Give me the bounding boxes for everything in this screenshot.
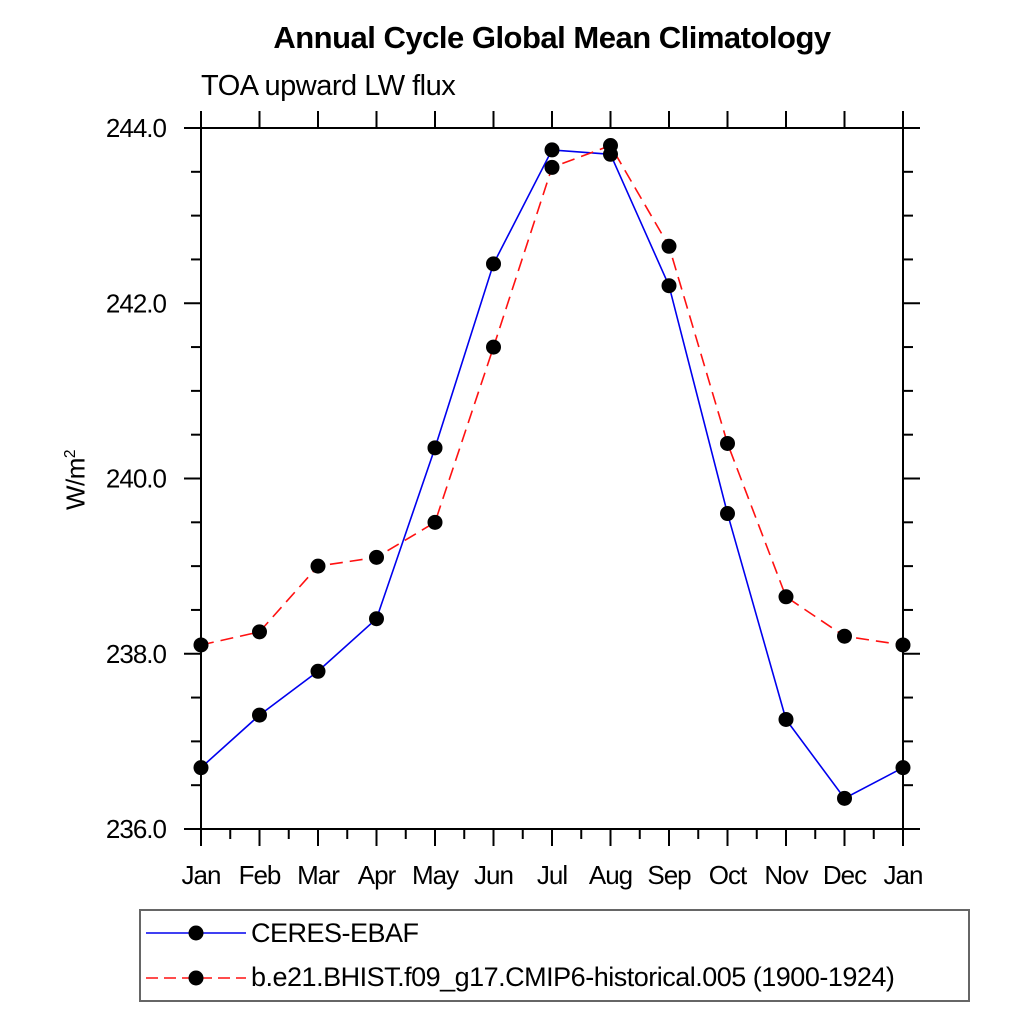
y-tick-label: 242.0 [106,288,167,318]
data-point-s0 [778,711,794,727]
y-tick-label: 240.0 [106,464,167,494]
data-point-s0 [895,760,911,776]
x-tick-label: Jul [537,860,567,890]
data-point-s0 [310,663,326,679]
data-point-s0 [369,611,384,627]
data-point-s1 [603,138,618,154]
x-tick-label: Mar [297,860,340,890]
legend-line-sample-solid [146,925,246,941]
data-point-s1 [369,549,384,565]
legend-item-model: b.e21.BHIST.f09_g17.CMIP6-historical.005… [144,958,968,998]
data-point-s1 [661,238,677,254]
legend-marker-icon [188,970,204,986]
data-point-s0 [661,278,677,294]
data-point-s1 [252,624,267,640]
x-tick-label: Apr [358,860,397,890]
y-tick-label: 236.0 [106,814,167,844]
data-point-s0 [486,256,501,272]
chart-title: Annual Cycle Global Mean Climatology [273,20,831,55]
series-line-0 [200,149,904,800]
x-tick-label: Aug [589,860,632,890]
legend-line-sample-dashed [146,970,246,986]
data-point-s0 [427,440,443,456]
x-tick-label: Dec [823,860,867,890]
data-point-s0 [720,506,735,522]
data-point-s1 [427,514,443,530]
legend-marker-icon [188,925,204,941]
plot-frame [200,127,904,830]
x-tick-label: Jun [474,860,513,890]
data-point-s1 [310,558,326,574]
x-tick-label: Jan [884,860,923,890]
data-point-s0 [252,707,267,723]
data-point-s1 [486,339,501,355]
y-tick-label: 238.0 [106,639,167,669]
data-point-s1 [544,159,560,175]
x-tick-label: Sep [647,860,691,890]
data-point-s1 [895,637,911,653]
y-tick-label: 244.0 [106,113,167,143]
x-tick-label: Jan [182,860,221,890]
data-point-s0 [837,790,852,806]
x-tick-label: Oct [709,860,748,890]
x-tick-label: Nov [764,860,808,890]
legend-label-model: b.e21.BHIST.f09_g17.CMIP6-historical.005… [251,962,895,993]
data-point-s1 [778,589,794,605]
data-point-s1 [193,637,209,653]
x-tick-label: Feb [239,860,281,890]
chart-subtitle: TOA upward LW flux [201,70,456,102]
legend-item-ceres-ebaf: CERES-EBAF [144,913,968,953]
data-point-s1 [720,435,735,451]
data-point-s0 [193,760,209,776]
series-line-1 [200,144,904,646]
legend-label-ceres-ebaf: CERES-EBAF [251,917,419,948]
data-point-s0 [544,142,560,158]
legend: CERES-EBAF b.e21.BHIST.f09_g17.CMIP6-his… [139,909,970,1002]
data-point-s1 [837,628,852,644]
x-tick-label: May [412,860,459,890]
